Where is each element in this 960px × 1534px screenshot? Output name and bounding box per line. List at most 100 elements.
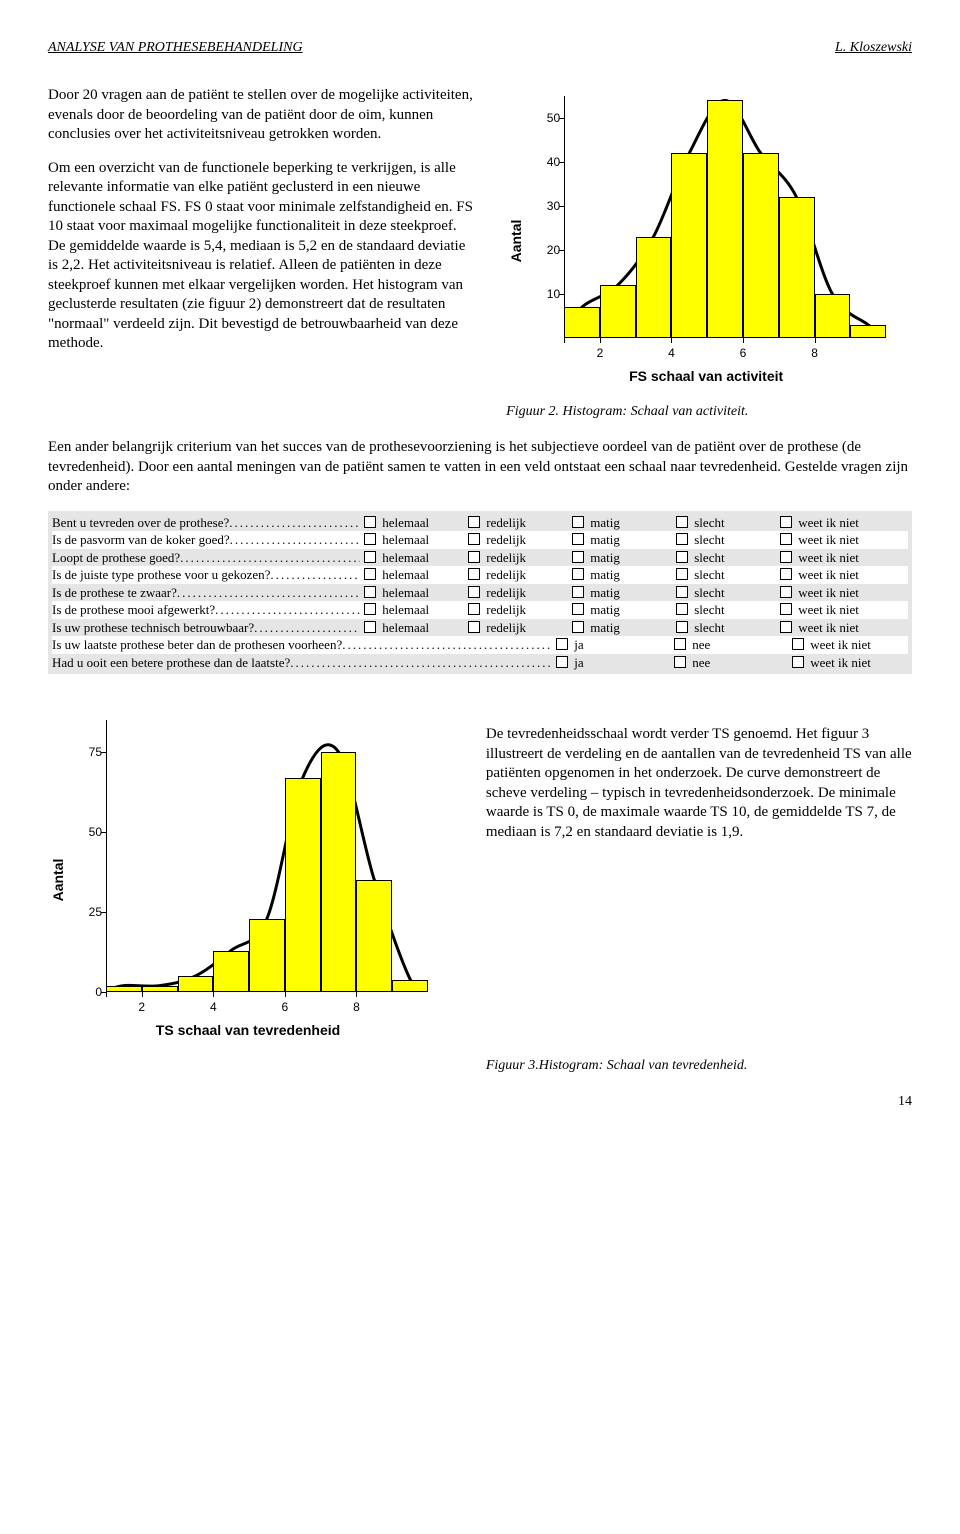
checkbox-icon[interactable] — [792, 638, 804, 650]
answer-option[interactable]: matig — [568, 601, 672, 619]
answer-option[interactable]: redelijk — [464, 601, 568, 619]
answer-option[interactable]: matig — [568, 566, 672, 584]
checkbox-icon[interactable] — [364, 533, 376, 545]
answer-option[interactable]: slecht — [672, 619, 776, 637]
answer-option[interactable]: helemaal — [360, 549, 464, 567]
question-text: Is de prothese mooi afgewerkt? — [52, 601, 215, 619]
ytick-label: 50 — [76, 825, 102, 839]
answer-option[interactable]: slecht — [672, 514, 776, 532]
checkbox-icon[interactable] — [572, 516, 584, 528]
questionnaire-row: Is de prothese te zwaar?................… — [52, 584, 908, 602]
answer-option[interactable]: redelijk — [464, 619, 568, 637]
checkbox-icon[interactable] — [364, 621, 376, 633]
checkbox-icon[interactable] — [468, 603, 480, 615]
answer-option[interactable]: matig — [568, 549, 672, 567]
xtick-label: 4 — [210, 1000, 217, 1014]
checkbox-icon[interactable] — [364, 516, 376, 528]
checkbox-icon[interactable] — [780, 516, 792, 528]
answer-option[interactable]: redelijk — [464, 584, 568, 602]
checkbox-icon[interactable] — [572, 603, 584, 615]
checkbox-icon[interactable] — [468, 533, 480, 545]
checkbox-icon[interactable] — [364, 586, 376, 598]
histogram-bar — [671, 153, 707, 338]
answer-option[interactable]: nee — [670, 654, 788, 672]
questionnaire-row: Is uw laatste prothese beter dan de prot… — [52, 636, 908, 654]
answer-option[interactable]: weet ik niet — [776, 514, 880, 532]
checkbox-icon[interactable] — [674, 638, 686, 650]
chart-fs-activity: Aantal 10203040502468 FS schaal van acti… — [506, 86, 906, 396]
xtick-label: 6 — [282, 1000, 289, 1014]
answer-option[interactable]: ja — [552, 636, 670, 654]
checkbox-icon[interactable] — [572, 568, 584, 580]
checkbox-icon[interactable] — [468, 621, 480, 633]
checkbox-icon[interactable] — [674, 656, 686, 668]
answer-option[interactable]: redelijk — [464, 514, 568, 532]
answer-option[interactable]: slecht — [672, 566, 776, 584]
checkbox-icon[interactable] — [572, 533, 584, 545]
histogram-bar — [142, 986, 178, 992]
answer-option[interactable]: helemaal — [360, 619, 464, 637]
answer-option[interactable]: slecht — [672, 584, 776, 602]
checkbox-icon[interactable] — [676, 516, 688, 528]
checkbox-icon[interactable] — [676, 533, 688, 545]
answer-option[interactable]: nee — [670, 636, 788, 654]
checkbox-icon[interactable] — [780, 603, 792, 615]
ytick-label: 0 — [76, 985, 102, 999]
answer-option[interactable]: helemaal — [360, 514, 464, 532]
answer-option[interactable]: weet ik niet — [776, 601, 880, 619]
checkbox-icon[interactable] — [676, 621, 688, 633]
checkbox-icon[interactable] — [468, 516, 480, 528]
checkbox-icon[interactable] — [676, 551, 688, 563]
checkbox-icon[interactable] — [572, 586, 584, 598]
checkbox-icon[interactable] — [780, 621, 792, 633]
answer-option[interactable]: matig — [568, 531, 672, 549]
answer-option[interactable]: helemaal — [360, 566, 464, 584]
histogram-bar — [392, 980, 428, 993]
question-text: Is uw prothese technisch betrouwbaar? — [52, 619, 254, 637]
answer-option[interactable]: weet ik niet — [776, 531, 880, 549]
ytick-label: 10 — [534, 287, 560, 301]
checkbox-icon[interactable] — [676, 568, 688, 580]
answer-option[interactable]: helemaal — [360, 531, 464, 549]
checkbox-icon[interactable] — [780, 568, 792, 580]
header-left: ANALYSE VAN PROTHESEBEHANDELING — [48, 40, 303, 56]
answer-option[interactable]: ja — [552, 654, 670, 672]
checkbox-icon[interactable] — [468, 568, 480, 580]
answer-option[interactable]: redelijk — [464, 549, 568, 567]
answer-option[interactable]: helemaal — [360, 601, 464, 619]
answer-option[interactable]: weet ik niet — [776, 619, 880, 637]
answer-option[interactable]: slecht — [672, 531, 776, 549]
answer-option[interactable]: redelijk — [464, 566, 568, 584]
checkbox-icon[interactable] — [572, 551, 584, 563]
page-header: ANALYSE VAN PROTHESEBEHANDELING L. Klosz… — [48, 40, 912, 56]
answer-option[interactable]: weet ik niet — [788, 636, 906, 654]
checkbox-icon[interactable] — [572, 621, 584, 633]
answer-option[interactable]: weet ik niet — [776, 549, 880, 567]
checkbox-icon[interactable] — [676, 603, 688, 615]
checkbox-icon[interactable] — [780, 551, 792, 563]
questionnaire-row: Bent u tevreden over de prothese?.......… — [52, 514, 908, 532]
checkbox-icon[interactable] — [780, 533, 792, 545]
checkbox-icon[interactable] — [364, 603, 376, 615]
checkbox-icon[interactable] — [556, 638, 568, 650]
checkbox-icon[interactable] — [556, 656, 568, 668]
checkbox-icon[interactable] — [468, 586, 480, 598]
answer-option[interactable]: weet ik niet — [788, 654, 906, 672]
checkbox-icon[interactable] — [792, 656, 804, 668]
answer-option[interactable]: weet ik niet — [776, 566, 880, 584]
answer-option[interactable]: matig — [568, 514, 672, 532]
checkbox-icon[interactable] — [780, 586, 792, 598]
checkbox-icon[interactable] — [364, 568, 376, 580]
checkbox-icon[interactable] — [676, 586, 688, 598]
answer-option[interactable]: matig — [568, 584, 672, 602]
histogram-bar — [106, 986, 142, 992]
checkbox-icon[interactable] — [468, 551, 480, 563]
answer-option[interactable]: weet ik niet — [776, 584, 880, 602]
answer-option[interactable]: helemaal — [360, 584, 464, 602]
checkbox-icon[interactable] — [364, 551, 376, 563]
answer-option[interactable]: redelijk — [464, 531, 568, 549]
answer-option[interactable]: slecht — [672, 549, 776, 567]
answer-option[interactable]: matig — [568, 619, 672, 637]
xtick-label: 2 — [138, 1000, 145, 1014]
answer-option[interactable]: slecht — [672, 601, 776, 619]
